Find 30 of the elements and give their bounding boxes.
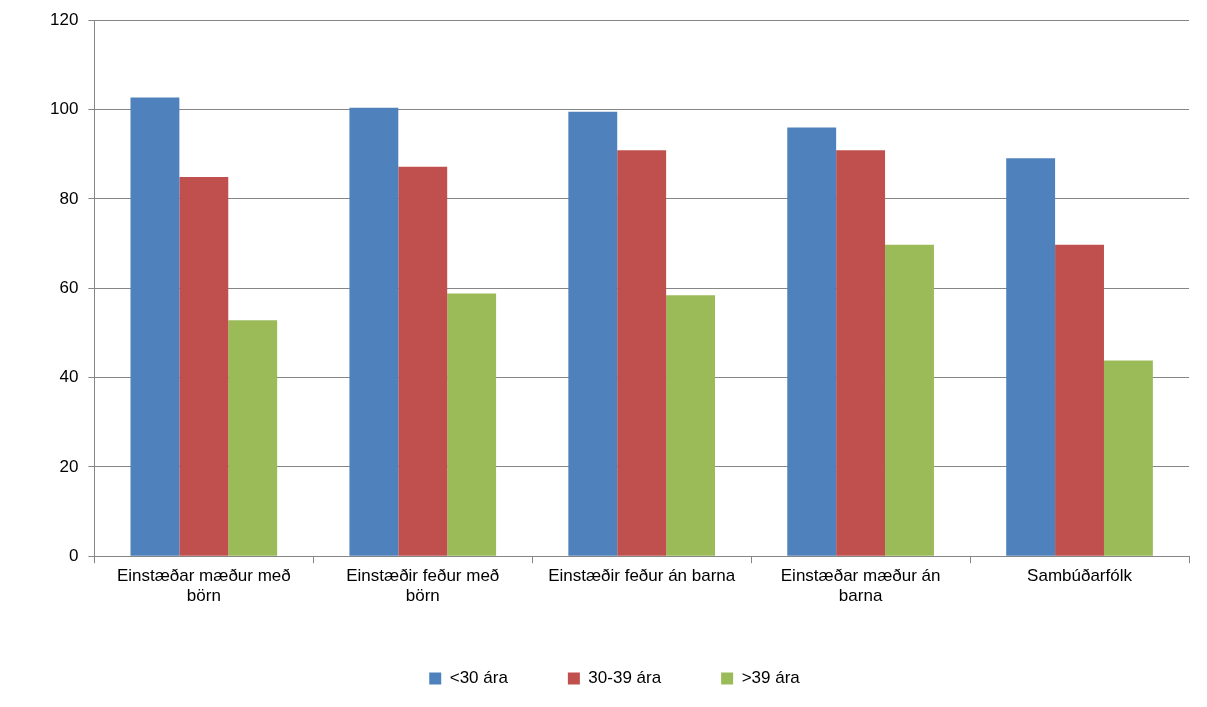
bar: [836, 150, 886, 556]
bar: [130, 97, 180, 556]
x-tick-label: Einstæðir feður án barna: [548, 566, 736, 586]
bar: [447, 293, 497, 556]
bar: [568, 111, 618, 556]
bar: [349, 107, 399, 556]
x-tick-label: Einstæðir feður með börn: [346, 566, 500, 606]
y-tick-label: 80: [59, 188, 79, 208]
bar: [1006, 158, 1056, 556]
x-tick-label: Einstæðar mæður með börn: [116, 566, 291, 606]
legend-label: <30 ára: [449, 668, 509, 688]
y-tick-label: 20: [59, 456, 79, 476]
legend-label: 30-39 ára: [588, 668, 662, 688]
legend-label: >39 ára: [741, 668, 801, 688]
x-tick-label: Einstæðar mæður án barna: [780, 566, 941, 606]
bar: [787, 127, 837, 556]
bar: [617, 150, 667, 556]
y-tick-label: 120: [49, 9, 79, 29]
bar: [1103, 360, 1153, 556]
x-tick-label: Sambúðarfólk: [1027, 566, 1133, 586]
bar: [398, 166, 448, 556]
y-tick-label: 0: [68, 545, 79, 565]
bar: [1055, 244, 1104, 556]
y-tick-label: 100: [49, 99, 79, 119]
bar: [179, 176, 229, 556]
y-tick-label: 40: [59, 367, 79, 387]
bar: [228, 320, 278, 556]
y-tick-label: 60: [59, 277, 79, 297]
bar: [666, 295, 716, 556]
bar: [885, 244, 934, 556]
